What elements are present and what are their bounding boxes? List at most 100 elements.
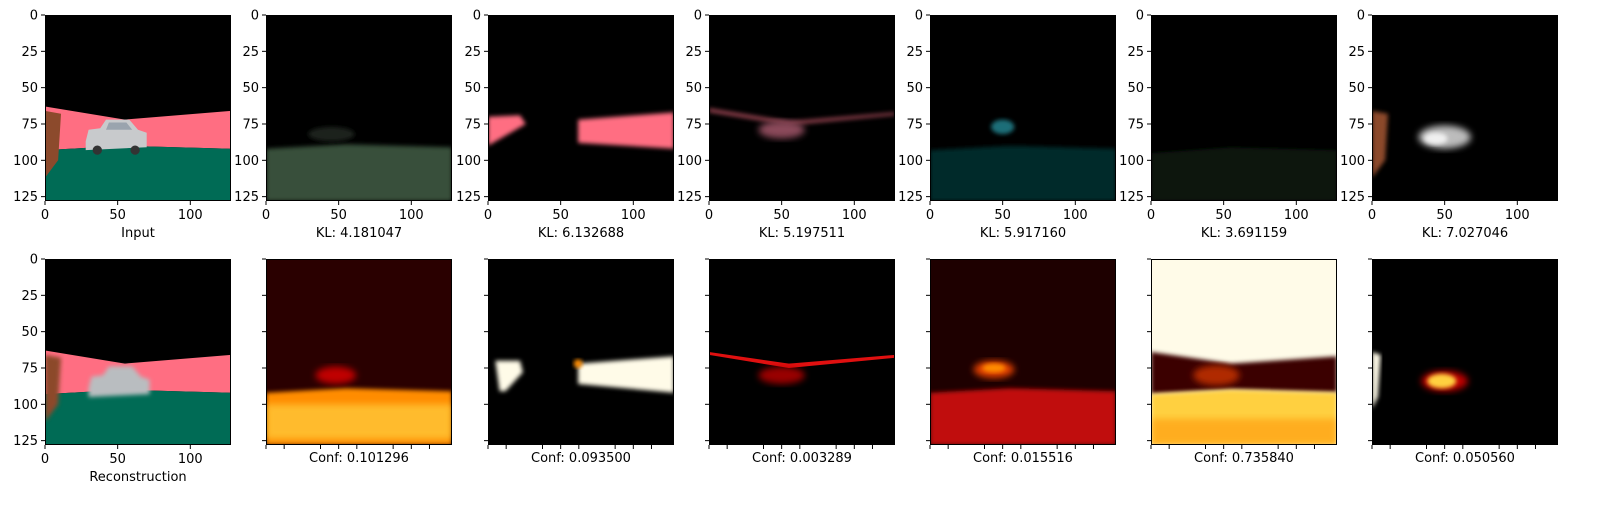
y-tick-label: 75 [242,117,259,132]
image-background [1372,259,1558,445]
panel-caption: KL: 7.027046 [1422,226,1508,241]
region [709,108,895,126]
y-tick-label: 25 [1127,45,1144,60]
x-tick-label: 100 [399,208,424,223]
region [266,144,452,201]
axes-frame [930,15,1116,201]
x-tick-label: 0 [484,208,492,223]
image-content [1372,110,1471,178]
y-tick-label: 50 [21,81,38,96]
region [1151,418,1337,445]
region [266,404,452,440]
y-tick-label: 50 [685,81,702,96]
y-tick-label: 125 [234,190,259,205]
axes-frame [45,259,231,445]
region [106,122,133,130]
panel-caption: Conf: 0.003289 [752,451,852,466]
region [495,360,523,392]
y-tick-label: 100 [234,154,259,169]
y-tick-label: 25 [1348,45,1365,60]
y-tick-label: 75 [21,117,38,132]
y-tick-label: 50 [21,325,38,340]
x-tick-label: 100 [1063,208,1088,223]
panel-bottom-2: Conf: 0.101296 [262,258,452,466]
panel-top-1: 0 50 100 0 25 50 75 100 125 Input [13,9,231,241]
axes-frame [930,259,1116,445]
image-content [709,352,895,384]
axes-frame [266,15,452,201]
axes-frame [488,259,674,445]
panel-caption: Conf: 0.050560 [1415,451,1515,466]
image-content [45,350,231,445]
panel-bottom-1: 0 50 100 0 25 50 75 100 125 Reconstruction [13,253,231,485]
panel-caption: Conf: 0.735840 [1194,451,1294,466]
axes-frame [266,259,452,445]
panel-grid: 0 50 100 0 25 50 75 100 125 Input 0 50 100 0 25 50 75 100… [13,9,1558,485]
y-tick-label: 50 [906,81,923,96]
region [45,354,61,422]
panel-caption: KL: 3.691159 [1201,226,1287,241]
y-tick-label: 125 [13,434,38,449]
region [1372,110,1388,178]
x-tick-label: 50 [1436,208,1453,223]
y-tick-label: 50 [1127,81,1144,96]
panel-bottom-7: Conf: 0.050560 [1368,258,1558,466]
region [308,126,355,142]
y-tick-label: 0 [30,9,38,24]
region [315,366,357,384]
image-content [1372,352,1468,409]
x-tick-label: 100 [1505,208,1530,223]
y-tick-label: 100 [1340,154,1365,169]
region [573,359,583,368]
y-tick-label: 0 [1357,9,1365,24]
image-background [488,259,674,445]
image-content [1151,147,1337,201]
region [930,388,1116,445]
region [758,366,805,384]
y-tick-label: 0 [915,9,923,24]
image-content [266,259,452,445]
y-tick-label: 25 [242,45,259,60]
y-tick-label: 75 [1127,117,1144,132]
y-tick-label: 75 [464,117,481,132]
axes-frame [45,15,231,201]
image-background [709,15,895,201]
axes-frame [1372,259,1558,445]
region [488,115,526,146]
x-tick-label: 0 [1368,208,1376,223]
region [1151,147,1337,201]
axes-frame [1372,15,1558,201]
y-tick-label: 0 [30,253,38,268]
y-tick-label: 100 [13,154,38,169]
y-tick-label: 125 [456,190,481,205]
x-tick-label: 100 [621,208,646,223]
x-tick-label: 100 [842,208,867,223]
panel-top-5: 0 50 100 0 25 50 75 100 125 KL: 5.917160 [898,9,1116,241]
x-tick-label: 50 [1215,208,1232,223]
x-tick-label: 100 [1284,208,1309,223]
panel-top-2: 0 50 100 0 25 50 75 100 125 KL: 4.181047 [234,9,452,241]
panel-top-7: 0 50 100 0 25 50 75 100 125 KL: 7.027046 [1340,9,1558,241]
region [991,119,1015,135]
region [578,356,674,393]
x-tick-label: 0 [262,208,270,223]
y-tick-label: 25 [21,45,38,60]
y-tick-label: 125 [677,190,702,205]
x-tick-label: 0 [926,208,934,223]
x-tick-label: 0 [1147,208,1155,223]
x-tick-label: 0 [705,208,713,223]
panel-caption: KL: 5.917160 [980,226,1066,241]
y-tick-label: 75 [1348,117,1365,132]
y-tick-label: 125 [1340,190,1365,205]
region [930,145,1116,201]
y-tick-label: 100 [677,154,702,169]
region [1193,365,1240,386]
x-tick-label: 50 [109,208,126,223]
y-tick-label: 100 [13,398,38,413]
y-tick-label: 0 [251,9,259,24]
image-background [709,259,895,445]
x-tick-label: 50 [773,208,790,223]
panel-bottom-4: Conf: 0.003289 [705,258,895,466]
y-tick-label: 125 [1119,190,1144,205]
axes-frame [1151,15,1337,201]
